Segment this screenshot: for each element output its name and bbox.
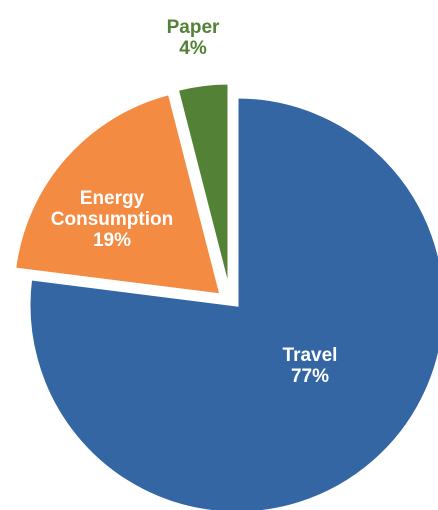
pie-labels: Travel 77% Energy Consumption 19% Paper 4% (51, 17, 338, 387)
pie-value-label: 19% (93, 230, 131, 251)
pie-category-label: Travel (283, 345, 338, 366)
pie-slices (12, 81, 438, 510)
pie-label-paper: Paper 4% (167, 17, 220, 59)
pie-label-travel: Travel 77% (283, 345, 338, 387)
pie-slice-energy-consumption (12, 91, 224, 297)
pie-slice-travel (27, 95, 438, 510)
pie-category-label: Paper (167, 17, 220, 38)
pie-label-energy-consumption: Energy Consumption 19% (51, 188, 173, 251)
pie-value-label: 4% (179, 38, 207, 59)
pie-slice-paper (175, 81, 231, 292)
pie-value-label: 77% (291, 366, 329, 387)
pie-category-label: Energy (80, 188, 145, 209)
pie-category-label: Consumption (51, 209, 173, 230)
